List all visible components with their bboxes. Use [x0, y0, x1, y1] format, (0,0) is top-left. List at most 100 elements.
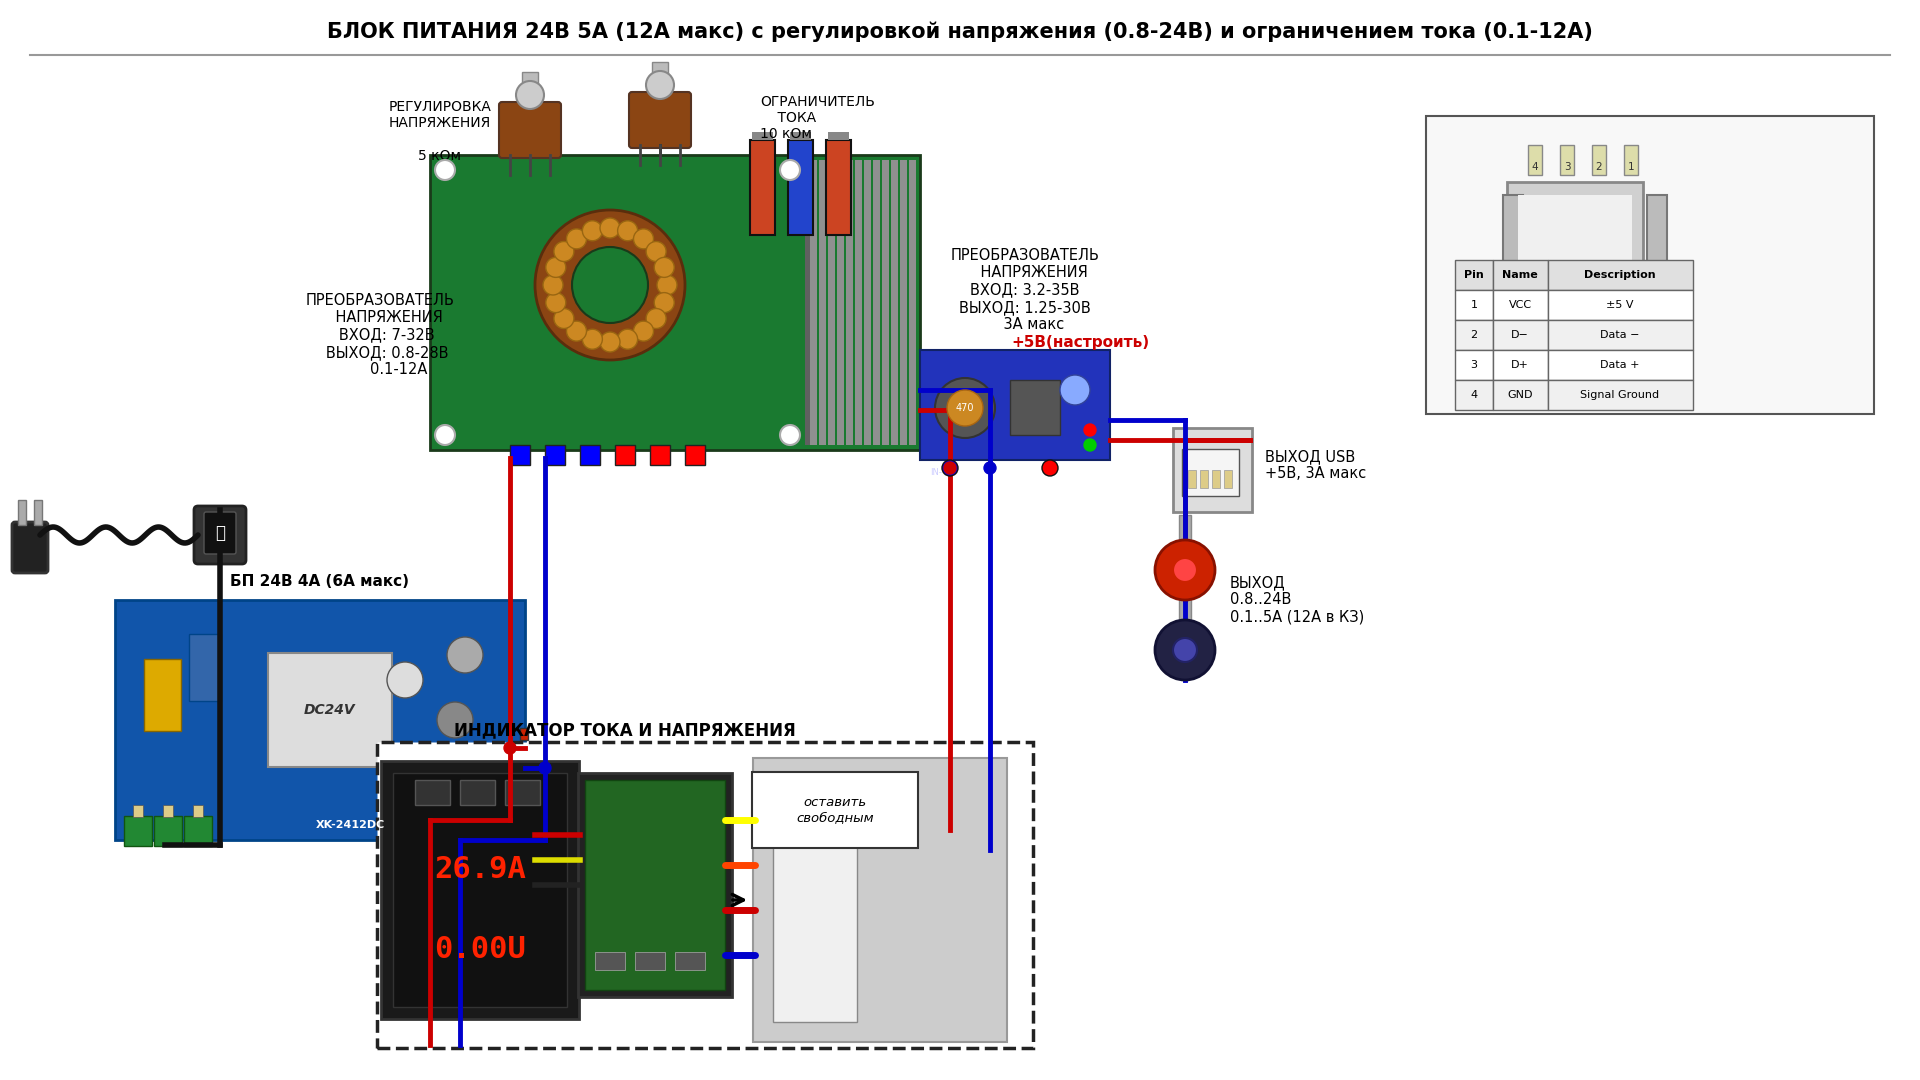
Bar	[854, 160, 862, 445]
FancyBboxPatch shape	[1507, 183, 1644, 278]
FancyBboxPatch shape	[753, 772, 918, 848]
Text: 470: 470	[956, 403, 973, 413]
FancyBboxPatch shape	[376, 742, 1033, 1048]
Circle shape	[647, 242, 666, 261]
Circle shape	[1043, 460, 1058, 476]
Bar	[1455, 350, 1494, 380]
Circle shape	[935, 378, 995, 438]
Text: XK-2412DC: XK-2412DC	[315, 820, 384, 831]
FancyBboxPatch shape	[578, 773, 732, 997]
Text: БЛОК ПИТАНИЯ 24В 5А (12А макс) с регулировкой напряжения (0.8-24В) и ограничение: БЛОК ПИТАНИЯ 24В 5А (12А макс) с регулир…	[326, 22, 1594, 42]
Circle shape	[545, 293, 566, 312]
Bar	[751, 140, 776, 235]
Bar	[1528, 145, 1542, 175]
Bar	[753, 132, 774, 140]
Circle shape	[645, 71, 674, 99]
Bar	[1548, 350, 1693, 380]
Circle shape	[1085, 424, 1096, 436]
Bar	[636, 951, 664, 970]
FancyBboxPatch shape	[184, 816, 211, 846]
Bar	[1494, 320, 1548, 350]
FancyBboxPatch shape	[430, 156, 920, 450]
Circle shape	[553, 242, 574, 261]
Circle shape	[436, 160, 455, 180]
Bar	[685, 445, 705, 465]
Text: ПРЕОБРАЗОВАТЕЛЬ
    НАПРЯЖЕНИЯ
   ВХОД: 7-32В
   ВЫХОД: 0.8-28В
        0.1-12А: ПРЕОБРАЗОВАТЕЛЬ НАПРЯЖЕНИЯ ВХОД: 7-32В В…	[305, 293, 455, 377]
Bar	[1225, 470, 1233, 488]
FancyBboxPatch shape	[630, 92, 691, 148]
Circle shape	[388, 662, 422, 698]
Circle shape	[1156, 620, 1215, 680]
Bar	[461, 780, 495, 805]
Text: 0.00U: 0.00U	[434, 935, 526, 964]
Text: D−: D−	[1511, 330, 1528, 340]
Circle shape	[599, 332, 620, 352]
FancyBboxPatch shape	[115, 600, 524, 840]
Circle shape	[780, 426, 801, 445]
Bar	[520, 728, 528, 740]
Text: 4: 4	[1471, 390, 1478, 400]
FancyBboxPatch shape	[380, 761, 580, 1020]
FancyBboxPatch shape	[204, 512, 236, 554]
FancyBboxPatch shape	[753, 758, 1006, 1042]
Text: +5В(настроить): +5В(настроить)	[1012, 336, 1148, 351]
Bar	[864, 160, 872, 445]
FancyBboxPatch shape	[144, 659, 180, 731]
Text: ИНДИКАТОР ТОКА И НАПРЯЖЕНИЯ: ИНДИКАТОР ТОКА И НАПРЯЖЕНИЯ	[455, 721, 797, 739]
Bar	[1010, 380, 1060, 435]
FancyBboxPatch shape	[188, 634, 221, 701]
Bar	[881, 160, 889, 445]
Circle shape	[655, 293, 674, 312]
Text: Pin: Pin	[1465, 270, 1484, 280]
Bar	[35, 500, 42, 525]
Text: Name: Name	[1501, 270, 1538, 280]
FancyBboxPatch shape	[774, 778, 856, 1022]
Text: Signal Ground: Signal Ground	[1580, 390, 1659, 400]
FancyBboxPatch shape	[125, 816, 152, 846]
Circle shape	[945, 462, 956, 474]
Bar	[1548, 291, 1693, 320]
Bar	[1179, 515, 1190, 540]
FancyBboxPatch shape	[394, 773, 566, 1007]
Bar	[1455, 320, 1494, 350]
Text: 1: 1	[1628, 162, 1634, 172]
Text: 4: 4	[1532, 162, 1538, 172]
Circle shape	[553, 309, 574, 328]
Circle shape	[655, 257, 674, 278]
Circle shape	[780, 160, 801, 180]
FancyBboxPatch shape	[154, 816, 182, 846]
Circle shape	[618, 329, 637, 349]
Bar	[1647, 195, 1667, 270]
Bar	[789, 132, 810, 140]
Circle shape	[438, 702, 472, 738]
Bar	[1559, 145, 1574, 175]
FancyBboxPatch shape	[499, 102, 561, 158]
Circle shape	[618, 220, 637, 241]
Text: VCC: VCC	[1509, 300, 1532, 310]
Circle shape	[536, 210, 685, 360]
Bar	[874, 160, 879, 445]
Circle shape	[566, 229, 586, 248]
Circle shape	[657, 275, 678, 295]
Bar	[1494, 380, 1548, 410]
Circle shape	[545, 257, 566, 278]
FancyBboxPatch shape	[653, 62, 668, 92]
Circle shape	[634, 321, 653, 341]
Text: ПРЕОБРАЗОВАТЕЛЬ
    НАПРЯЖЕНИЯ
ВХОД: 3.2-35В
ВЫХОД: 1.25-30В
    3А макс: ПРЕОБРАЗОВАТЕЛЬ НАПРЯЖЕНИЯ ВХОД: 3.2-35В…	[950, 247, 1100, 333]
Bar	[1592, 145, 1605, 175]
Bar	[580, 445, 599, 465]
Circle shape	[503, 742, 516, 754]
Text: ⏻: ⏻	[215, 524, 225, 542]
Circle shape	[947, 390, 983, 426]
FancyBboxPatch shape	[920, 350, 1110, 460]
Circle shape	[516, 81, 543, 109]
Text: оставить
свободным: оставить свободным	[797, 796, 874, 824]
Bar	[828, 132, 849, 140]
Bar	[163, 805, 173, 816]
Bar	[847, 160, 852, 445]
Bar	[1455, 380, 1494, 410]
Bar	[828, 160, 835, 445]
Circle shape	[943, 460, 958, 476]
FancyBboxPatch shape	[1173, 428, 1252, 512]
Bar	[415, 780, 449, 805]
